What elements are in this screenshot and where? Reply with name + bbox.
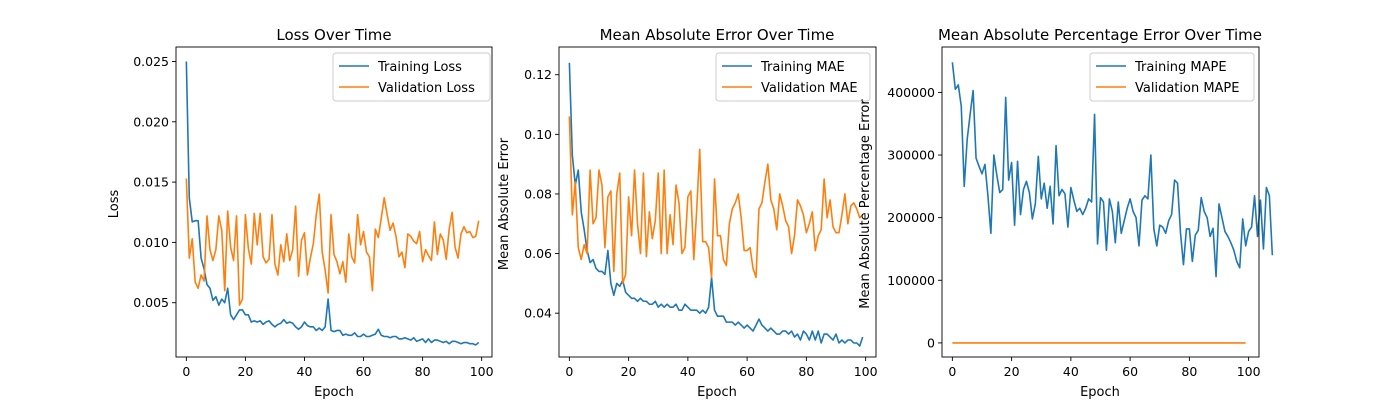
y-axis-label: Loss bbox=[107, 190, 122, 219]
y-tick-label: 0.005 bbox=[133, 295, 169, 310]
x-tick-label: 0 bbox=[948, 364, 956, 379]
legend-frame bbox=[332, 52, 491, 102]
x-tick-label: 60 bbox=[356, 364, 372, 379]
x-tick-label: 100 bbox=[1237, 364, 1261, 379]
x-tick-label: 20 bbox=[237, 364, 253, 379]
legend-label-training: Training Loss bbox=[377, 60, 462, 75]
legend-label-training: Training MAE bbox=[760, 60, 845, 75]
plot-area: 0 20 40 60 80 100 0.005 0.010 0.015 0.020 0.025 bbox=[133, 46, 494, 379]
y-tick-label: 0.08 bbox=[524, 186, 552, 201]
y-tick-label: 0.015 bbox=[133, 175, 169, 190]
x-tick-label: 100 bbox=[854, 364, 878, 379]
x-tick-label: 0 bbox=[565, 364, 573, 379]
chart-title: Loss Over Time bbox=[276, 26, 391, 44]
plot-area: 0 20 40 60 80 100 0 100000 200000 300000 400000 bbox=[887, 46, 1274, 379]
legend: Training MAE Validation MAE bbox=[715, 52, 871, 102]
axes-frame bbox=[558, 46, 877, 358]
y-tick-label: 0 bbox=[927, 335, 935, 350]
y-axis-label: Mean Absolute Error bbox=[497, 137, 512, 270]
x-tick-label: 80 bbox=[798, 364, 814, 379]
x-axis-label: Epoch bbox=[697, 385, 737, 400]
legend-label-validation: Validation MAE bbox=[761, 81, 858, 96]
subplot-mae: Mean Absolute Error Over Time Epoch Mean… bbox=[497, 26, 878, 400]
plot-area: 0 20 40 60 80 100 0.04 0.06 0.08 0.10 0.12 bbox=[524, 46, 878, 379]
x-axis-label: Epoch bbox=[314, 385, 354, 400]
chart-title: Mean Absolute Percentage Error Over Time bbox=[938, 26, 1262, 44]
x-tick-label: 40 bbox=[297, 364, 313, 379]
legend-frame bbox=[1089, 52, 1255, 102]
y-tick-label: 0.10 bbox=[524, 127, 552, 142]
y-axis-label: Mean Absolute Percentage Error bbox=[858, 99, 873, 309]
x-tick-label: 80 bbox=[1181, 364, 1197, 379]
x-tick-label: 60 bbox=[739, 364, 755, 379]
series-line-validation bbox=[185, 178, 480, 306]
y-tick-label: 0.020 bbox=[133, 114, 169, 129]
x-tick-label: 60 bbox=[1122, 364, 1138, 379]
y-tick-label: 100000 bbox=[887, 273, 935, 288]
x-tick-label: 40 bbox=[1063, 364, 1079, 379]
y-tick-label: 400000 bbox=[887, 85, 935, 100]
legend-label-training: Training MAPE bbox=[1134, 60, 1227, 75]
series-line-training bbox=[185, 61, 480, 346]
x-tick-label: 20 bbox=[621, 364, 637, 379]
axes-frame bbox=[941, 46, 1260, 358]
y-tick-label: 0.025 bbox=[133, 54, 169, 69]
y-tick-label: 0.06 bbox=[524, 246, 552, 261]
legend-label-validation: Validation Loss bbox=[378, 81, 475, 96]
y-tick-label: 0.04 bbox=[524, 306, 552, 321]
series-line-training bbox=[568, 62, 864, 347]
x-tick-label: 0 bbox=[182, 364, 190, 379]
axes-frame bbox=[175, 46, 493, 358]
y-tick-label: 200000 bbox=[887, 210, 935, 225]
y-tick-label: 300000 bbox=[887, 148, 935, 163]
legend: Training Loss Validation Loss bbox=[332, 52, 491, 102]
legend-frame bbox=[715, 52, 871, 102]
x-tick-label: 100 bbox=[470, 364, 494, 379]
legend-label-validation: Validation MAPE bbox=[1135, 81, 1240, 96]
x-tick-label: 40 bbox=[680, 364, 696, 379]
x-tick-label: 20 bbox=[1004, 364, 1020, 379]
legend: Training MAPE Validation MAPE bbox=[1089, 52, 1255, 102]
series-line-training bbox=[951, 62, 1274, 278]
subplot-mape: Mean Absolute Percentage Error Over Time… bbox=[858, 26, 1274, 400]
chart-title: Mean Absolute Error Over Time bbox=[600, 26, 835, 44]
y-tick-label: 0.12 bbox=[524, 67, 552, 82]
y-tick-label: 0.010 bbox=[133, 235, 169, 250]
x-tick-label: 80 bbox=[415, 364, 431, 379]
subplot-loss: Loss Over Time Epoch Loss 0 20 40 60 80 100 0.… bbox=[107, 26, 494, 400]
x-axis-label: Epoch bbox=[1080, 385, 1120, 400]
series-line-validation bbox=[568, 116, 864, 285]
